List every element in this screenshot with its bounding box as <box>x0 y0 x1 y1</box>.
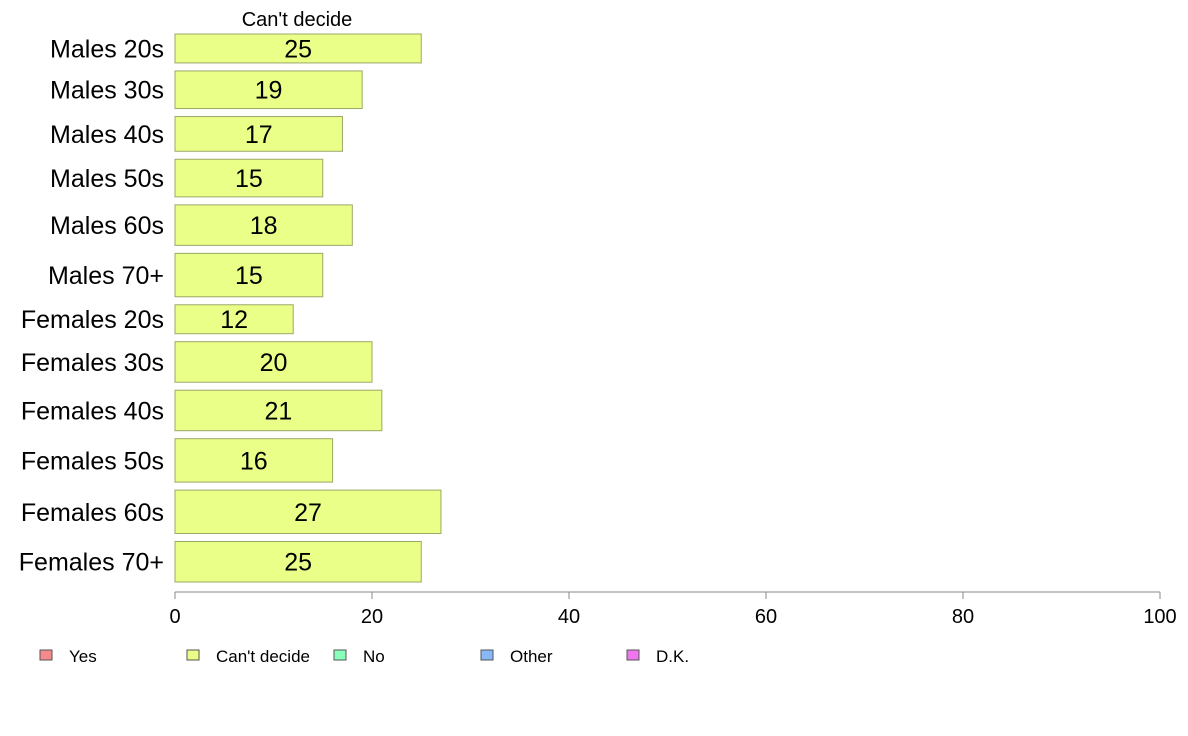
bar-value-label: 27 <box>294 499 322 527</box>
bar-males-40s <box>174 116 343 152</box>
legend-label: Yes <box>69 647 97 666</box>
category-label: Females 30s <box>21 349 164 377</box>
bar-value-label: 21 <box>265 397 293 425</box>
bar-males-70- <box>174 252 324 298</box>
legend-swatch <box>480 649 494 661</box>
bar-males-30s <box>174 70 363 110</box>
bar-value-label: 18 <box>250 212 278 240</box>
legend-label: Other <box>510 647 553 666</box>
legend-swatch <box>626 649 640 661</box>
bar-females-20s <box>174 304 294 335</box>
category-label: Males 30s <box>50 77 164 105</box>
category-label: Males 60s <box>50 212 164 240</box>
legend: Yes Can't decide No Other D.K. <box>39 647 689 666</box>
legend-item: D.K. <box>626 647 689 666</box>
x-tick-label: 40 <box>558 606 580 628</box>
x-tick-label: 20 <box>361 606 383 628</box>
chart-title: Can't decide <box>242 9 353 31</box>
category-label: Females 40s <box>21 397 164 425</box>
bar-males-60s <box>174 204 353 246</box>
category-label: Males 50s <box>50 165 164 193</box>
bar-males-20s <box>174 33 422 64</box>
legend-swatch <box>186 649 200 661</box>
bar-females-40s <box>174 389 383 432</box>
category-label: Females 70+ <box>19 549 164 577</box>
bar-value-label: 20 <box>260 349 288 377</box>
category-label: Males 70+ <box>48 262 164 290</box>
x-tick-label: 0 <box>169 606 180 628</box>
category-label: Females 60s <box>21 499 164 527</box>
legend-label: Can't decide <box>216 647 310 666</box>
legend-swatch <box>333 649 347 661</box>
x-tick-label: 60 <box>755 606 777 628</box>
bar-females-30s <box>174 341 373 383</box>
legend-item: Other <box>480 647 553 666</box>
bar-value-label: 17 <box>245 121 273 149</box>
bar-females-50s <box>174 438 334 483</box>
legend-item: Yes <box>39 647 97 666</box>
legend-item: No <box>333 647 385 666</box>
bar-value-label: 16 <box>240 447 268 475</box>
category-label: Males 40s <box>50 121 164 149</box>
x-axis: 0 20 40 60 80 100 <box>169 591 1177 628</box>
bar-value-label: 15 <box>235 262 263 290</box>
x-tick-label: 80 <box>952 606 974 628</box>
bar-females-60s <box>174 489 442 534</box>
legend-label: No <box>363 647 385 666</box>
legend-swatch <box>39 649 53 661</box>
bar-value-label: 25 <box>284 549 312 577</box>
bar-value-label: 19 <box>255 77 283 105</box>
bar-value-label: 25 <box>284 35 312 63</box>
category-label: Males 20s <box>50 35 164 63</box>
legend-item: Can't decide <box>186 647 310 666</box>
category-labels: Males 20s Males 30s Males 40s Males 50s Male… <box>19 35 164 576</box>
bar-value-label: 12 <box>220 306 248 334</box>
bar-males-50s <box>174 158 324 198</box>
legend-label: D.K. <box>656 647 689 666</box>
bar-females-70- <box>174 540 422 583</box>
category-label: Females 20s <box>21 306 164 334</box>
x-tick-label: 100 <box>1143 606 1176 628</box>
bar-value-label: 15 <box>235 165 263 193</box>
category-label: Females 50s <box>21 447 164 475</box>
